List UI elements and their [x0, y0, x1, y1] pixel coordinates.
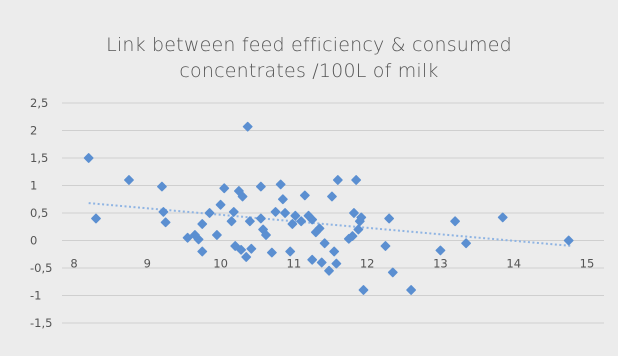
y-tick-label: -0,5: [30, 261, 52, 275]
data-point: [358, 285, 369, 295]
x-tick-label: 11: [287, 257, 302, 271]
data-point: [157, 181, 167, 192]
data-point: [327, 191, 337, 202]
data-point: [212, 230, 222, 240]
data-point: [406, 285, 417, 295]
data-point: [329, 246, 340, 257]
data-point: [91, 213, 101, 224]
data-point: [255, 213, 266, 224]
chart-title-line-1: Link between feed efficiency & consumed: [106, 34, 512, 56]
data-point: [266, 247, 277, 258]
x-tick-label: 10: [213, 257, 228, 271]
data-point: [347, 231, 358, 242]
y-tick-label: 1: [30, 179, 37, 193]
data-point: [261, 230, 271, 240]
x-axis-tick-labels: 8 9 10 11 12 13 14 15: [70, 257, 594, 271]
data-point: [353, 224, 364, 235]
data-point: [319, 238, 330, 249]
data-point: [351, 175, 362, 185]
data-point: [316, 257, 327, 268]
y-tick-label: -1,5: [30, 316, 52, 330]
data-point: [296, 216, 307, 227]
x-tick-label: 14: [506, 257, 521, 271]
chart-title-line-2: concentrates /100L of milk: [179, 60, 439, 82]
y-axis-tick-labels: 2,5 2 1,5 1 0,5 0 -0,5 -1 -1,5: [30, 96, 52, 330]
data-point: [380, 241, 391, 251]
data-point: [228, 206, 239, 217]
data-point: [280, 208, 290, 218]
y-tick-label: 0,5: [30, 206, 48, 220]
data-point: [299, 190, 310, 201]
x-tick-label: 15: [580, 257, 595, 271]
data-point: [197, 219, 208, 229]
data-point: [356, 212, 367, 223]
data-point: [285, 246, 296, 257]
data-point: [215, 199, 226, 210]
data-point: [307, 254, 318, 265]
data-point: [290, 210, 301, 221]
data-point: [275, 179, 286, 190]
data-point: [226, 216, 237, 227]
data-point: [332, 175, 343, 185]
data-point: [219, 183, 230, 194]
data-point: [83, 153, 94, 163]
data-point: [242, 121, 253, 132]
x-tick-label: 9: [144, 257, 151, 271]
data-point: [497, 212, 508, 223]
y-tick-label: 1,5: [30, 151, 48, 165]
data-point: [563, 235, 574, 246]
y-tick-label: -1: [30, 289, 41, 303]
data-point: [387, 267, 398, 278]
data-point: [244, 216, 255, 227]
x-tick-label: 13: [433, 257, 448, 271]
data-point: [314, 223, 325, 234]
data-point: [193, 234, 204, 245]
data-point: [241, 252, 252, 262]
y-tick-label: 2: [30, 124, 37, 138]
y-tick-label: 2,5: [30, 96, 48, 110]
grid-lines: [62, 102, 604, 324]
data-point: [182, 232, 193, 243]
data-point: [277, 194, 288, 205]
data-point: [197, 246, 208, 257]
data-point: [331, 258, 342, 269]
data-point: [246, 243, 257, 254]
data-point: [237, 191, 248, 202]
data-point: [158, 206, 169, 217]
data-point: [384, 213, 395, 224]
data-point: [324, 265, 334, 276]
data-point: [270, 206, 281, 217]
x-tick-label: 12: [360, 257, 375, 271]
data-point: [349, 208, 359, 218]
y-tick-label: 0: [30, 234, 37, 248]
data-point: [255, 181, 266, 192]
data-point: [287, 219, 298, 229]
data-point: [307, 214, 318, 225]
chart-title: Link between feed efficiency & consumed …: [0, 32, 618, 84]
data-point: [204, 208, 215, 218]
data-point: [124, 175, 134, 185]
data-point: [160, 217, 171, 228]
data-point: [435, 245, 446, 256]
data-point: [230, 241, 241, 251]
data-point: [450, 216, 460, 227]
x-tick-label: 8: [70, 257, 77, 271]
data-point: [461, 238, 471, 249]
data-point: [236, 244, 246, 255]
data-points: [83, 121, 574, 295]
